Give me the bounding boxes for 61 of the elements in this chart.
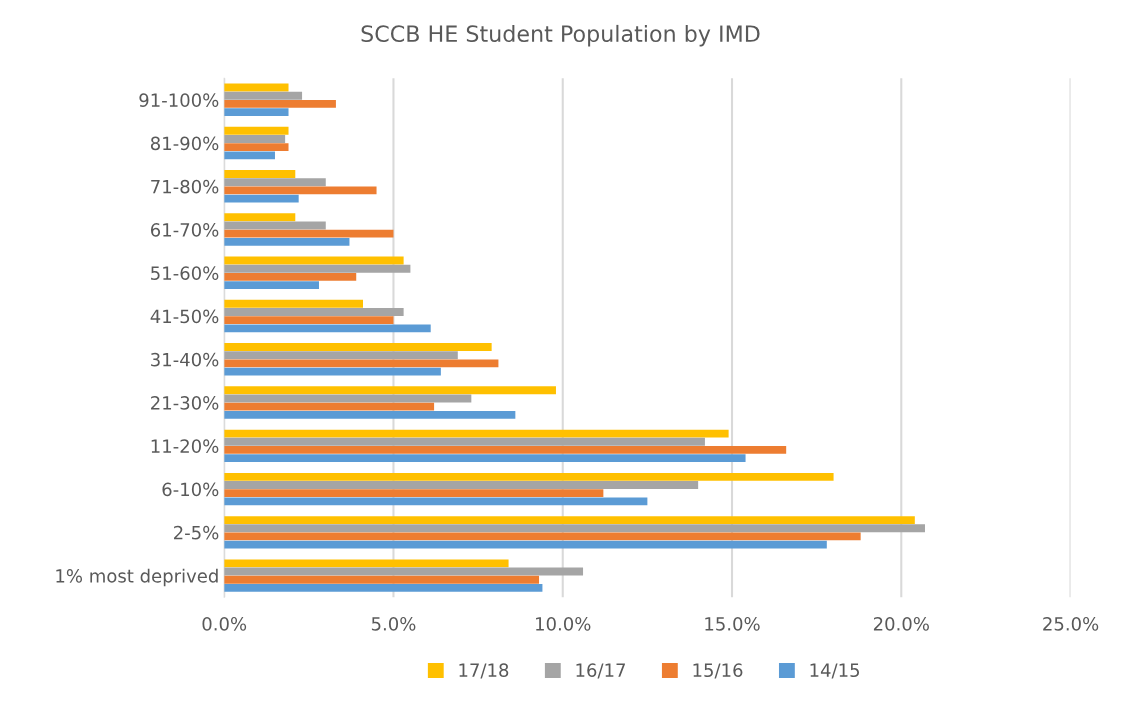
legend-label: 15/16 bbox=[693, 663, 743, 679]
x-tick-label: 15.0% bbox=[705, 617, 760, 631]
bar bbox=[224, 299, 363, 308]
x-tick-label: 20.0% bbox=[873, 617, 929, 631]
bar bbox=[224, 213, 296, 222]
bar bbox=[224, 532, 861, 541]
y-tick-label: 21-30% bbox=[151, 396, 219, 410]
bar bbox=[224, 100, 336, 108]
bar bbox=[224, 584, 543, 592]
bar bbox=[224, 126, 289, 135]
x-tick-label: 0.0% bbox=[202, 617, 247, 631]
bar bbox=[224, 108, 289, 117]
legend-label: 14/15 bbox=[810, 663, 860, 679]
bar bbox=[224, 229, 394, 238]
bar bbox=[224, 178, 326, 187]
y-tick-label: 1% most deprived bbox=[56, 568, 218, 587]
bar bbox=[224, 264, 411, 273]
bar bbox=[224, 472, 834, 481]
y-tick-label: 51-60% bbox=[151, 266, 219, 280]
bar bbox=[224, 351, 458, 360]
bar bbox=[224, 429, 729, 438]
bar bbox=[224, 316, 394, 325]
x-tick-label: 25.0% bbox=[1043, 617, 1099, 631]
bar bbox=[224, 516, 915, 524]
bar bbox=[224, 143, 289, 152]
y-tick-label: 91-100% bbox=[139, 93, 219, 107]
bar bbox=[224, 454, 746, 463]
bar bbox=[224, 343, 492, 351]
bar bbox=[224, 437, 705, 446]
bar bbox=[224, 91, 303, 100]
bar bbox=[224, 170, 296, 178]
y-tick-label: 11-20% bbox=[151, 439, 219, 453]
y-tick-label: 41-50% bbox=[150, 309, 219, 324]
x-tick-label: 5.0% bbox=[371, 617, 416, 631]
y-tick-label: 81-90% bbox=[150, 136, 219, 151]
bar bbox=[224, 273, 357, 281]
bar bbox=[224, 402, 435, 411]
bar bbox=[224, 559, 509, 568]
bar bbox=[224, 238, 350, 246]
legend-label: 17/18 bbox=[459, 663, 509, 679]
legend-label: 16/17 bbox=[576, 663, 625, 679]
bar bbox=[224, 308, 404, 316]
y-tick-label: 2-5% bbox=[174, 525, 219, 540]
bar bbox=[224, 135, 286, 143]
x-tick-label: 10.0% bbox=[536, 617, 591, 631]
bar bbox=[224, 524, 925, 533]
bar bbox=[224, 386, 556, 395]
bar bbox=[224, 481, 699, 489]
y-tick-label: 31-40% bbox=[151, 352, 219, 367]
bar bbox=[224, 194, 299, 203]
bar bbox=[224, 411, 516, 419]
bar bbox=[224, 489, 604, 498]
bar bbox=[224, 446, 787, 454]
bar bbox=[224, 367, 441, 376]
y-tick-label: 61-70% bbox=[150, 223, 219, 237]
bar bbox=[224, 540, 827, 549]
bar bbox=[224, 281, 319, 290]
bar bbox=[224, 575, 540, 584]
y-tick-label: 71-80% bbox=[151, 179, 219, 194]
chart-title: SCCB HE Student Population by IMD bbox=[361, 24, 760, 47]
y-tick-label: 6-10% bbox=[162, 482, 219, 497]
